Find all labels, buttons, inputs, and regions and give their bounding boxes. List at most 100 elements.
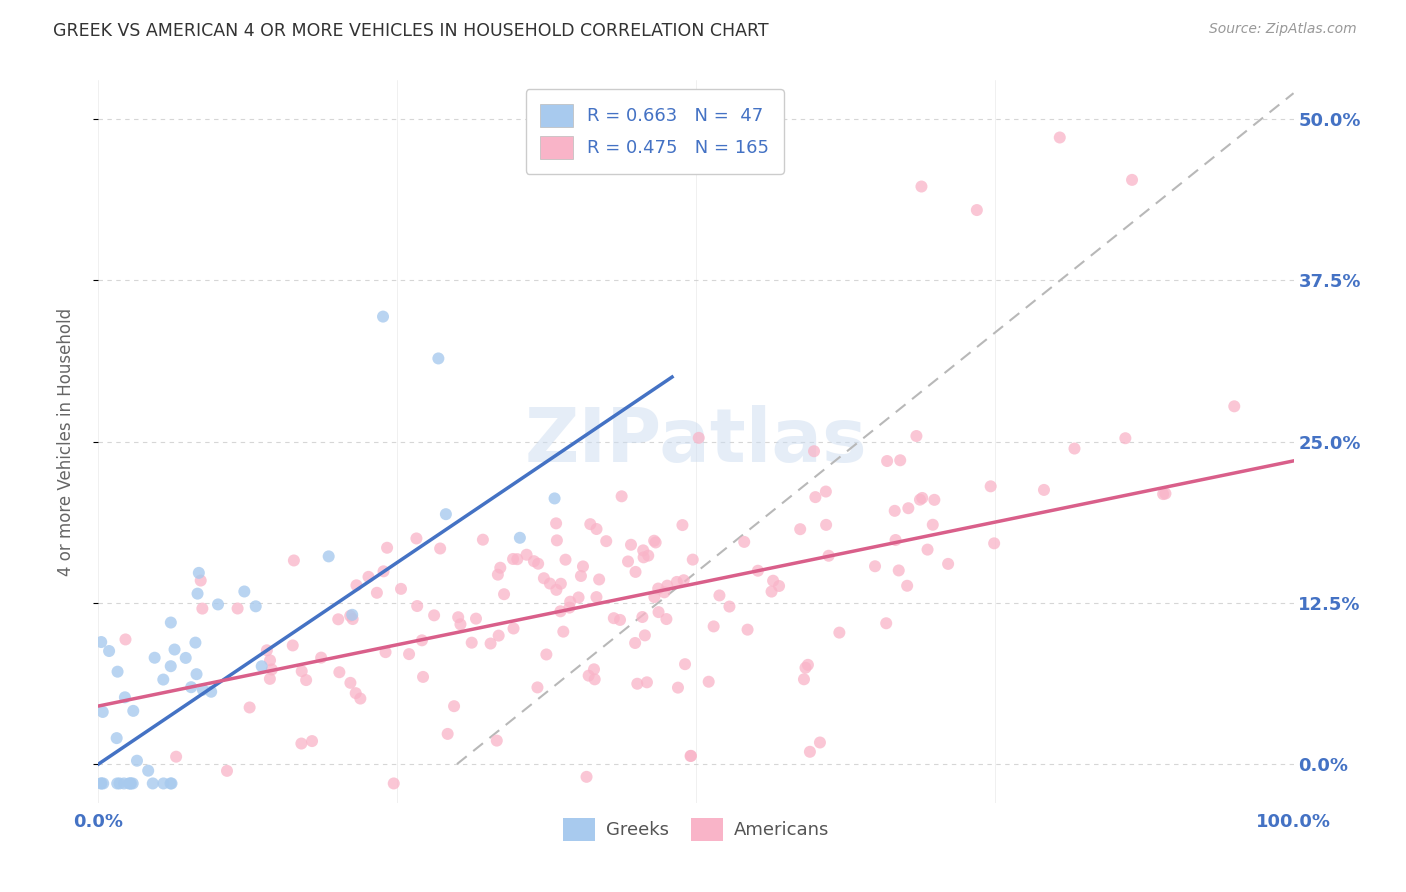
- Point: [585, 522, 607, 536]
- Point: [207, 598, 229, 612]
- Text: ZIPatlas: ZIPatlas: [524, 405, 868, 478]
- Point: [966, 202, 988, 217]
- Point: [797, 657, 820, 672]
- Point: [538, 576, 561, 591]
- Point: [789, 522, 811, 536]
- Point: [143, 650, 166, 665]
- Point: [588, 573, 610, 587]
- Point: [339, 608, 361, 623]
- Point: [186, 587, 208, 601]
- Point: [921, 517, 943, 532]
- Point: [546, 582, 568, 597]
- Point: [174, 651, 197, 665]
- Point: [863, 559, 886, 574]
- Point: [373, 565, 395, 579]
- Point: [643, 590, 665, 604]
- Point: [567, 591, 589, 605]
- Point: [226, 601, 249, 615]
- Point: [184, 635, 207, 649]
- Point: [125, 754, 148, 768]
- Point: [489, 560, 512, 574]
- Point: [905, 429, 928, 443]
- Point: [803, 444, 825, 458]
- Point: [357, 570, 380, 584]
- Point: [527, 557, 550, 571]
- Point: [434, 507, 457, 521]
- Point: [423, 608, 446, 623]
- Point: [108, 776, 131, 790]
- Point: [412, 670, 434, 684]
- Point: [546, 516, 568, 531]
- Point: [572, 559, 595, 574]
- Point: [582, 662, 605, 676]
- Point: [647, 605, 669, 619]
- Point: [910, 179, 932, 194]
- Point: [631, 610, 654, 624]
- Point: [159, 776, 181, 790]
- Point: [105, 731, 128, 745]
- Point: [1049, 130, 1071, 145]
- Point: [1121, 173, 1143, 187]
- Point: [876, 454, 898, 468]
- Point: [671, 518, 693, 533]
- Point: [624, 565, 647, 579]
- Point: [655, 612, 678, 626]
- Point: [449, 617, 471, 632]
- Point: [405, 532, 427, 546]
- Point: [118, 776, 141, 790]
- Point: [443, 699, 465, 714]
- Point: [889, 453, 911, 467]
- Point: [624, 636, 647, 650]
- Point: [465, 612, 488, 626]
- Point: [105, 776, 128, 790]
- Point: [554, 552, 576, 566]
- Point: [114, 690, 136, 705]
- Point: [550, 604, 572, 618]
- Point: [924, 492, 946, 507]
- Point: [295, 673, 318, 687]
- Point: [697, 674, 720, 689]
- Text: GREEK VS AMERICAN 4 OR MORE VEHICLES IN HOUSEHOLD CORRELATION CHART: GREEK VS AMERICAN 4 OR MORE VEHICLES IN …: [53, 22, 769, 40]
- Point: [647, 582, 669, 596]
- Point: [828, 625, 851, 640]
- Point: [643, 533, 665, 548]
- Point: [120, 776, 142, 790]
- Point: [761, 584, 783, 599]
- Point: [585, 590, 607, 604]
- Point: [121, 776, 143, 790]
- Point: [666, 681, 689, 695]
- Point: [460, 635, 482, 649]
- Point: [516, 548, 538, 562]
- Point: [309, 650, 332, 665]
- Point: [644, 535, 666, 549]
- Point: [1033, 483, 1056, 497]
- Point: [808, 735, 831, 749]
- Point: [389, 582, 412, 596]
- Point: [107, 665, 129, 679]
- Point: [620, 538, 643, 552]
- Point: [679, 749, 702, 764]
- Point: [543, 491, 565, 506]
- Point: [553, 624, 575, 639]
- Point: [159, 659, 181, 673]
- Point: [634, 628, 657, 642]
- Point: [526, 681, 548, 695]
- Point: [672, 573, 695, 587]
- Point: [281, 639, 304, 653]
- Point: [90, 776, 112, 790]
- Point: [215, 764, 238, 778]
- Point: [747, 564, 769, 578]
- Point: [98, 644, 121, 658]
- Point: [112, 776, 135, 790]
- Point: [191, 601, 214, 615]
- Point: [349, 691, 371, 706]
- Point: [652, 585, 675, 599]
- Point: [259, 672, 281, 686]
- Point: [283, 553, 305, 567]
- Point: [609, 613, 631, 627]
- Point: [502, 552, 524, 566]
- Point: [688, 431, 710, 445]
- Point: [328, 665, 350, 680]
- Point: [657, 579, 679, 593]
- Point: [897, 501, 920, 516]
